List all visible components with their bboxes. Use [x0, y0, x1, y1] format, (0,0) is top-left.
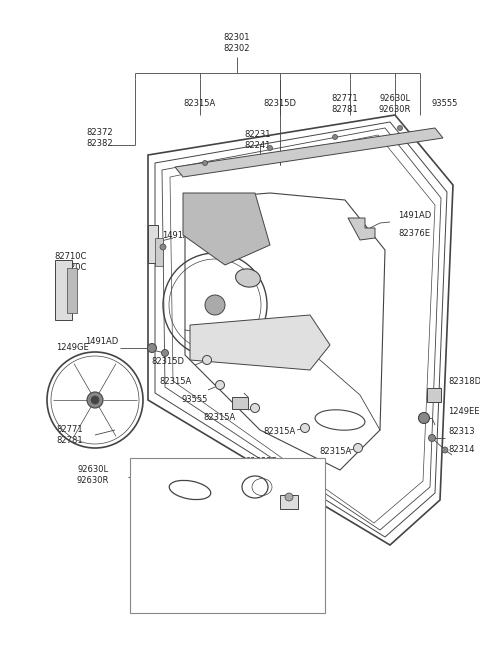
Text: 82315D: 82315D — [264, 98, 297, 107]
Bar — [232, 397, 248, 409]
Text: 92632R
92632L: 92632R 92632L — [246, 457, 278, 477]
Text: 82315A: 82315A — [264, 428, 296, 436]
Bar — [55, 260, 72, 320]
Text: 82771
82781: 82771 82781 — [332, 94, 358, 114]
Text: 92630L
92630R: 92630L 92630R — [77, 465, 109, 485]
Circle shape — [442, 447, 448, 453]
Text: 82315A: 82315A — [319, 447, 351, 457]
Circle shape — [333, 134, 337, 140]
Circle shape — [87, 392, 103, 408]
Text: 82315D: 82315D — [152, 358, 184, 367]
Text: 82301
82302: 82301 82302 — [224, 33, 250, 52]
Text: 18643D: 18643D — [283, 485, 317, 495]
Text: 82771
82781: 82771 82781 — [57, 425, 84, 445]
Polygon shape — [175, 128, 443, 177]
Text: 82315A: 82315A — [204, 413, 236, 422]
Bar — [67, 268, 77, 313]
Circle shape — [251, 403, 260, 413]
Bar — [427, 388, 441, 402]
Polygon shape — [190, 315, 330, 370]
Text: 82372
82382: 82372 82382 — [87, 128, 113, 147]
Circle shape — [267, 145, 273, 151]
Polygon shape — [183, 193, 270, 265]
Circle shape — [203, 160, 207, 166]
Text: 92630L
92630R: 92630L 92630R — [379, 94, 411, 114]
Bar — [280, 495, 298, 509]
Text: 82314: 82314 — [448, 445, 475, 455]
Circle shape — [300, 424, 310, 432]
Circle shape — [205, 295, 225, 315]
Polygon shape — [348, 218, 375, 240]
Text: 82231
82241: 82231 82241 — [245, 130, 271, 150]
Circle shape — [397, 126, 403, 130]
Text: 1491AD: 1491AD — [85, 337, 119, 346]
Circle shape — [147, 343, 156, 352]
Circle shape — [429, 434, 435, 441]
Circle shape — [203, 356, 212, 364]
Text: 82376E: 82376E — [398, 229, 430, 238]
Bar — [148, 225, 158, 263]
Ellipse shape — [236, 269, 261, 287]
Circle shape — [161, 350, 168, 356]
Text: 93555: 93555 — [182, 396, 208, 405]
Circle shape — [285, 493, 293, 501]
Text: 82313: 82313 — [448, 428, 475, 436]
Text: 1491AB: 1491AB — [162, 231, 194, 240]
Circle shape — [91, 396, 99, 404]
Circle shape — [216, 381, 225, 390]
Text: 1491AD: 1491AD — [398, 212, 431, 221]
Circle shape — [419, 413, 430, 424]
Text: 1249GE: 1249GE — [56, 343, 88, 352]
Text: 93555: 93555 — [432, 98, 458, 107]
Circle shape — [353, 443, 362, 453]
Text: 82710C
82720C: 82710C 82720C — [54, 252, 86, 272]
Bar — [130, 458, 325, 613]
Circle shape — [160, 244, 166, 250]
Bar — [155, 238, 163, 266]
Text: 82315A: 82315A — [184, 98, 216, 107]
Text: 82318D: 82318D — [448, 377, 480, 386]
Text: 92631L
92631R: 92631L 92631R — [184, 517, 216, 536]
Text: 1249EE: 1249EE — [448, 407, 480, 417]
Text: 82315A: 82315A — [159, 377, 191, 386]
